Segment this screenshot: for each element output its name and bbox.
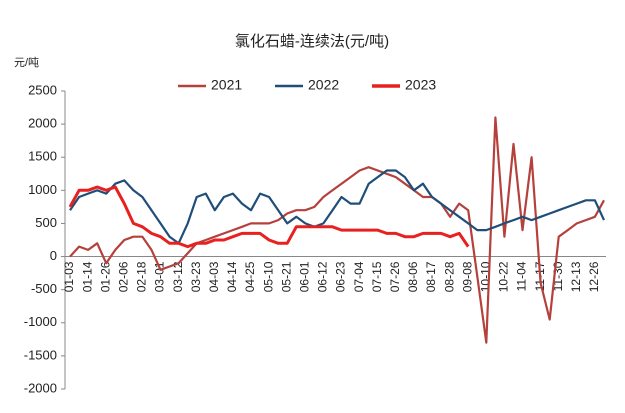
x-tick-label: 11-04 xyxy=(515,261,529,291)
y-tick-label: 500 xyxy=(35,215,57,230)
y-tick-label: -2000 xyxy=(24,380,57,395)
x-tick-label: 08-06 xyxy=(406,261,420,292)
chart-title: 氯化石蜡-连续法(元/吨) xyxy=(235,33,389,50)
x-tick-label: 05-10 xyxy=(261,261,275,292)
x-tick-label: 04-14 xyxy=(225,261,239,292)
y-tick-label: 1000 xyxy=(28,182,57,197)
x-tick-label: 04-03 xyxy=(207,261,221,292)
series-line xyxy=(69,169,605,245)
y-tick-label: -500 xyxy=(31,281,57,296)
x-tick-label: 01-03 xyxy=(62,261,76,292)
series-line xyxy=(68,185,470,249)
y-tick-label: 0 xyxy=(50,248,57,263)
x-tick-label: 08-28 xyxy=(442,261,456,292)
x-tick-label: 10-22 xyxy=(497,261,511,292)
x-tick-label: 05-21 xyxy=(279,261,293,292)
x-tick-label: 08-17 xyxy=(424,261,438,292)
x-tick-label: 03-23 xyxy=(189,261,203,292)
x-tick-label: 02-06 xyxy=(116,261,130,292)
x-tick-label: 12-13 xyxy=(569,261,583,292)
y-tick-label: -1500 xyxy=(24,347,57,362)
x-tick-label: 07-26 xyxy=(388,261,402,292)
y-axis-label: 元/吨 xyxy=(14,56,39,69)
x-tick-label: 09-08 xyxy=(460,261,474,292)
legend-label: 2021 xyxy=(211,77,242,93)
y-tick-label: 1500 xyxy=(28,149,57,164)
y-tick-label: 2500 xyxy=(28,82,57,97)
x-tick-label: 07-15 xyxy=(370,261,384,292)
x-tick-label: 06-01 xyxy=(297,261,311,292)
x-tick-label: 12-26 xyxy=(587,261,601,292)
x-tick-label: 06-23 xyxy=(334,261,348,292)
series-line xyxy=(69,116,605,344)
x-tick-label: 01-14 xyxy=(80,261,94,292)
legend-label: 2022 xyxy=(308,77,339,93)
legend-label: 2023 xyxy=(405,77,436,93)
x-tick-label: 02-18 xyxy=(135,261,149,292)
x-tick-label: 07-04 xyxy=(352,261,366,292)
x-tick-label: 04-25 xyxy=(243,261,257,292)
x-tick-label: 03-12 xyxy=(171,261,185,292)
x-tick-label: 01-26 xyxy=(98,261,112,292)
y-tick-label: -1000 xyxy=(24,314,57,329)
y-tick-label: 2000 xyxy=(28,116,57,131)
x-tick-label: 06-12 xyxy=(316,261,330,292)
